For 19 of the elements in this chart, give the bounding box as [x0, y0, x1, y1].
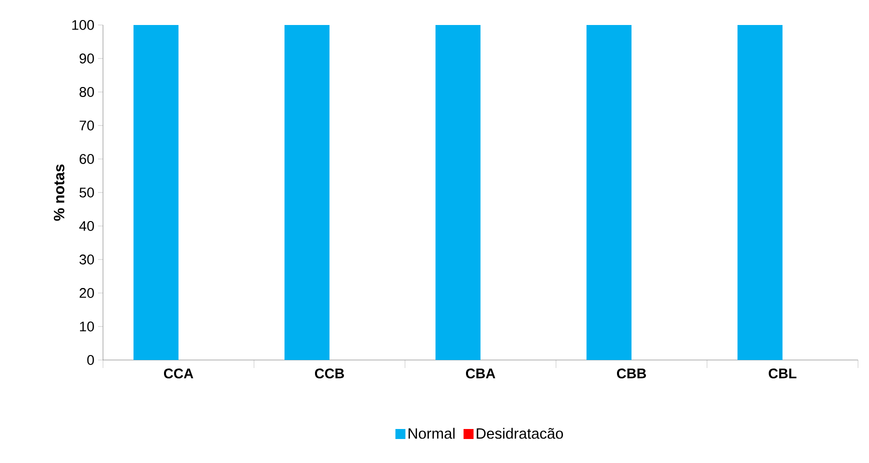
- y-tick-label: 60: [80, 154, 94, 164]
- x-tick-label: CBL: [768, 368, 796, 378]
- y-tick-label: 0: [87, 355, 94, 365]
- y-tick-label: 20: [80, 288, 94, 298]
- legend-label: Desidratacão: [476, 428, 563, 439]
- y-tick-label: 70: [80, 120, 94, 130]
- legend-label: Normal: [408, 428, 455, 439]
- x-tick-label: CCA: [164, 368, 194, 378]
- y-tick-label: 90: [80, 54, 94, 64]
- y-tick-label: 30: [79, 254, 94, 264]
- x-tick-label: CBA: [466, 368, 496, 378]
- x-tick-label: CBB: [616, 368, 646, 378]
- y-tick-label: 40: [79, 221, 94, 231]
- y-axis-title: % notas: [54, 164, 64, 221]
- y-tick-label: 10: [80, 322, 94, 332]
- y-tick-label: 100: [72, 20, 94, 30]
- x-tick-label: CCB: [314, 368, 344, 378]
- y-tick-label: 50: [80, 188, 94, 198]
- y-tick-label: 80: [80, 87, 94, 97]
